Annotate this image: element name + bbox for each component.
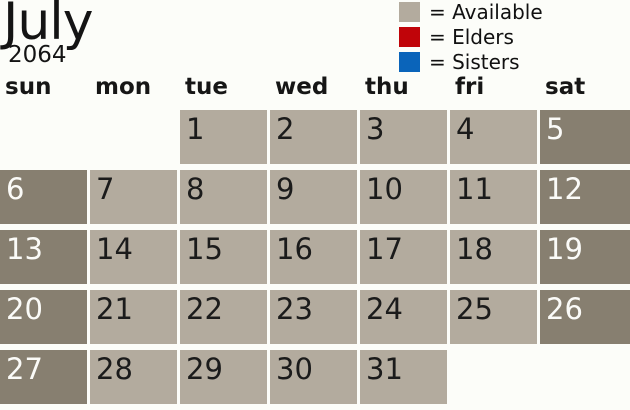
day-cell-25[interactable]: 25 xyxy=(450,290,537,344)
calendar-grid: 1 2 3 4 5 6 7 8 9 10 11 12 13 14 15 16 1… xyxy=(0,110,630,404)
empty-cell xyxy=(540,350,630,404)
legend: = Available = Elders = Sisters xyxy=(399,0,543,76)
legend-item-available: = Available xyxy=(399,0,543,24)
day-cell-21[interactable]: 21 xyxy=(90,290,177,344)
day-of-week-header-row: sun mon tue wed thu fri sat xyxy=(0,74,630,100)
day-cell-11[interactable]: 11 xyxy=(450,170,537,224)
empty-cell xyxy=(90,110,177,164)
day-cell-28[interactable]: 28 xyxy=(90,350,177,404)
day-cell-17[interactable]: 17 xyxy=(360,230,447,284)
day-cell-15[interactable]: 15 xyxy=(180,230,267,284)
day-header-fri: fri xyxy=(455,74,485,100)
legend-label-elders: = Elders xyxy=(429,24,514,49)
day-cell-1[interactable]: 1 xyxy=(180,110,267,164)
legend-item-elders: = Elders xyxy=(399,24,543,49)
day-cell-14[interactable]: 14 xyxy=(90,230,177,284)
year-label: 2064 xyxy=(8,42,67,68)
day-cell-31[interactable]: 31 xyxy=(360,350,447,404)
available-color-swatch-icon xyxy=(399,1,420,22)
day-cell-13[interactable]: 13 xyxy=(0,230,87,284)
day-cell-12[interactable]: 12 xyxy=(540,170,630,224)
month-title: July xyxy=(3,0,94,52)
day-cell-8[interactable]: 8 xyxy=(180,170,267,224)
day-cell-23[interactable]: 23 xyxy=(270,290,357,344)
day-header-mon: mon xyxy=(95,74,152,100)
day-cell-30[interactable]: 30 xyxy=(270,350,357,404)
day-cell-10[interactable]: 10 xyxy=(360,170,447,224)
day-cell-19[interactable]: 19 xyxy=(540,230,630,284)
day-cell-24[interactable]: 24 xyxy=(360,290,447,344)
empty-cell xyxy=(450,350,537,404)
day-cell-20[interactable]: 20 xyxy=(0,290,87,344)
day-cell-18[interactable]: 18 xyxy=(450,230,537,284)
day-cell-3[interactable]: 3 xyxy=(360,110,447,164)
legend-label-available: = Available xyxy=(429,0,543,24)
day-cell-7[interactable]: 7 xyxy=(90,170,177,224)
day-header-thu: thu xyxy=(365,74,409,100)
legend-item-sisters: = Sisters xyxy=(399,49,543,74)
day-cell-2[interactable]: 2 xyxy=(270,110,357,164)
day-header-wed: wed xyxy=(275,74,329,100)
day-cell-6[interactable]: 6 xyxy=(0,170,87,224)
sisters-color-swatch-icon xyxy=(399,51,420,72)
day-cell-29[interactable]: 29 xyxy=(180,350,267,404)
day-cell-5[interactable]: 5 xyxy=(540,110,630,164)
day-cell-4[interactable]: 4 xyxy=(450,110,537,164)
day-header-tue: tue xyxy=(185,74,228,100)
legend-label-sisters: = Sisters xyxy=(429,49,520,74)
day-cell-16[interactable]: 16 xyxy=(270,230,357,284)
day-header-sat: sat xyxy=(545,74,586,100)
day-cell-22[interactable]: 22 xyxy=(180,290,267,344)
elders-color-swatch-icon xyxy=(399,26,420,47)
day-cell-26[interactable]: 26 xyxy=(540,290,630,344)
empty-cell xyxy=(0,110,87,164)
day-cell-9[interactable]: 9 xyxy=(270,170,357,224)
day-cell-27[interactable]: 27 xyxy=(0,350,87,404)
day-header-sun: sun xyxy=(5,74,52,100)
